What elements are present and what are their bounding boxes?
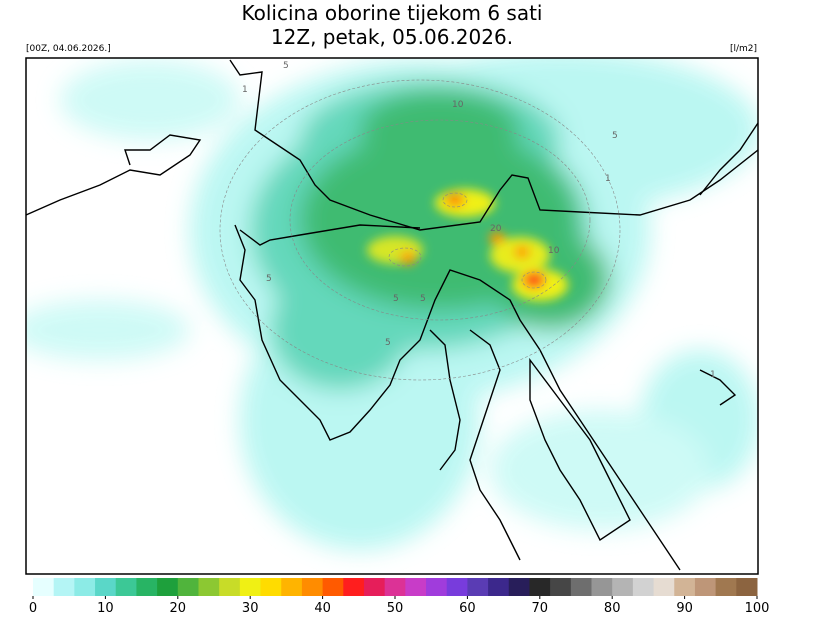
colorbar-swatch <box>343 578 365 596</box>
colorbar-tick-label: 90 <box>676 601 693 615</box>
coastline <box>26 59 758 571</box>
colorbar-swatch <box>363 578 386 596</box>
colorbar-swatch <box>529 578 551 596</box>
colorbar-tick-label: 30 <box>242 601 259 615</box>
colorbar-swatch <box>74 578 96 596</box>
contour-lines <box>219 79 621 381</box>
contour-label: 1 <box>242 85 248 95</box>
contour-label: 1 <box>710 370 716 380</box>
colorbar-tick-label: 100 <box>745 601 770 615</box>
map-frame <box>25 57 759 575</box>
unit-label: [l/m2] <box>730 44 757 54</box>
colorbar-swatch <box>157 578 179 596</box>
colorbar-swatch <box>426 578 448 596</box>
colorbar-swatch <box>612 578 634 596</box>
contour-label: 5 <box>266 274 272 284</box>
contour-label: 5 <box>420 294 426 304</box>
colorbar-swatch <box>446 578 468 596</box>
colorbar-swatch <box>95 578 117 596</box>
colorbar: 0 10 20 30 40 50 60 70 80 90 100 <box>29 578 770 616</box>
colorbar-swatch <box>239 578 262 596</box>
colorbar-swatch <box>384 578 406 596</box>
contour-label: 5 <box>393 294 399 304</box>
colorbar-swatch <box>550 578 572 596</box>
colorbar-swatch <box>136 578 158 596</box>
colorbar-swatch <box>467 578 489 596</box>
colorbar-tick-label: 70 <box>532 601 549 615</box>
colorbar-swatch <box>715 578 737 596</box>
colorbar-tick-label: 40 <box>314 601 331 615</box>
colorbar-swatch <box>177 578 199 596</box>
colorbar-swatch <box>591 578 613 596</box>
contour-label: 10 <box>548 246 560 256</box>
colorbar-swatch <box>653 578 675 596</box>
contour-label: 5 <box>385 338 391 348</box>
contour-label: 10 <box>452 100 464 110</box>
colorbar-swatch <box>322 578 344 596</box>
colorbar-swatch <box>33 578 55 596</box>
colorbar-swatch <box>632 578 655 596</box>
contour-label: 20 <box>490 224 502 234</box>
colorbar-swatch <box>405 578 427 596</box>
init-time: [00Z, 04.06.2026.] <box>26 44 111 54</box>
colorbar-swatch <box>53 578 75 596</box>
colorbar-tick-label: 60 <box>459 601 476 615</box>
colorbar-tick-label: 0 <box>29 601 37 615</box>
colorbar-swatch <box>219 578 241 596</box>
colorbar-swatch <box>674 578 696 596</box>
colorbar-swatch <box>301 578 324 596</box>
colorbar-swatch <box>694 578 717 596</box>
contour-label: 5 <box>612 131 618 141</box>
title: Kolicina oborine tijekom 6 sati <box>242 1 543 25</box>
colorbar-swatch <box>508 578 530 596</box>
colorbar-swatch <box>488 578 510 596</box>
contour-label: 5 <box>283 61 289 71</box>
colorbar-tick-label: 10 <box>97 601 114 615</box>
colorbar-tick-label: 20 <box>170 601 187 615</box>
colorbar-swatch <box>281 578 303 596</box>
subtitle: 12Z, petak, 05.06.2026. <box>271 25 513 49</box>
colorbar-tick-label: 50 <box>387 601 404 615</box>
colorbar-swatch <box>570 578 593 596</box>
colorbar-swatch <box>736 578 758 596</box>
colorbar-swatch <box>260 578 282 596</box>
colorbar-tick-label: 80 <box>604 601 621 615</box>
precipitation-field: 1 5 10 5 1 5 20 10 5 5 5 1 <box>26 58 758 574</box>
colorbar-swatch <box>198 578 220 596</box>
colorbar-swatch <box>115 578 137 596</box>
contour-label: 1 <box>605 174 611 184</box>
